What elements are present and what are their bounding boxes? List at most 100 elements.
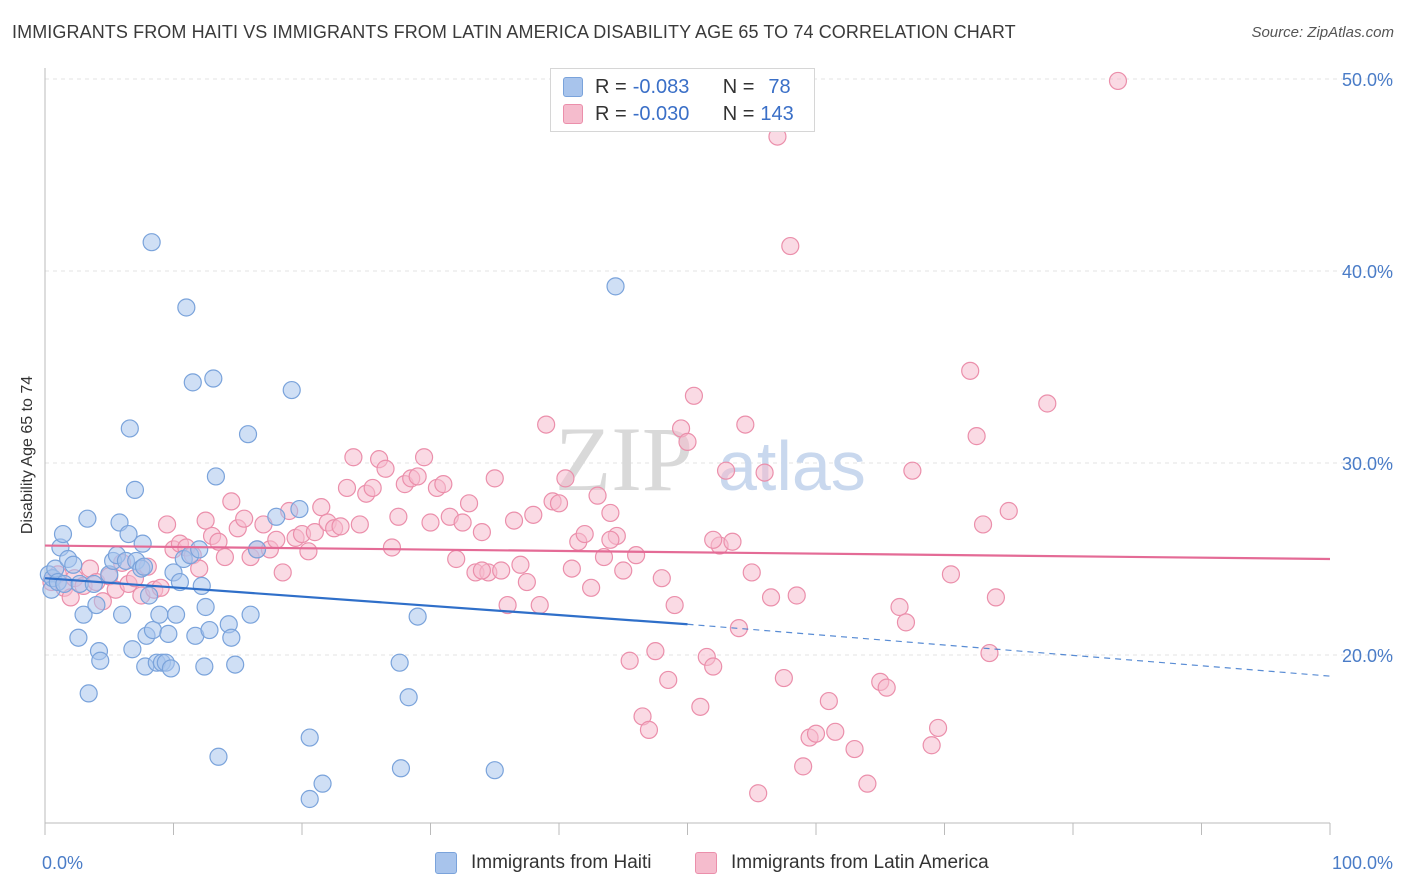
point-latin-america xyxy=(794,757,813,776)
point-latin-america xyxy=(575,524,594,544)
y-tick-label: 40.0% xyxy=(1342,262,1393,282)
point-latin-america xyxy=(485,469,504,488)
point-latin-america xyxy=(819,691,838,711)
point-latin-america xyxy=(678,432,697,451)
point-latin-america xyxy=(389,507,408,526)
point-haiti xyxy=(139,586,159,605)
point-haiti xyxy=(84,574,103,594)
trend-line-haiti xyxy=(44,577,688,626)
legend-label-haiti: Immigrants from Haiti xyxy=(471,852,652,873)
point-haiti xyxy=(290,499,309,519)
point-latin-america xyxy=(459,494,479,513)
point-latin-america xyxy=(511,555,530,574)
point-haiti xyxy=(390,653,409,672)
point-haiti xyxy=(87,595,106,615)
point-latin-america xyxy=(312,498,331,517)
point-latin-america xyxy=(267,530,286,549)
point-haiti xyxy=(125,480,145,499)
point-latin-america xyxy=(620,651,639,670)
point-latin-america xyxy=(549,494,569,513)
point-haiti xyxy=(238,425,258,444)
point-latin-america xyxy=(594,547,614,567)
legend-swatch-haiti xyxy=(435,852,457,874)
watermark-atlas: atlas xyxy=(718,427,866,505)
point-latin-america xyxy=(806,724,826,743)
point-latin-america xyxy=(472,523,491,542)
point-latin-america xyxy=(723,532,742,551)
point-latin-america xyxy=(716,461,736,480)
point-haiti xyxy=(222,628,241,647)
stats-swatch-latin-america xyxy=(563,104,583,124)
point-latin-america xyxy=(781,236,800,256)
point-haiti xyxy=(247,540,267,559)
point-latin-america xyxy=(331,517,350,536)
point-haiti xyxy=(408,607,427,626)
point-latin-america xyxy=(761,588,781,607)
n-value: 78 xyxy=(768,75,791,98)
point-haiti xyxy=(313,774,332,793)
point-latin-america xyxy=(492,561,511,580)
point-latin-america xyxy=(736,415,755,434)
stats-box: R = -0.083 N = 78 R = -0.030 N = 143 xyxy=(550,68,815,132)
point-latin-america xyxy=(826,722,845,741)
point-latin-america xyxy=(376,459,395,478)
point-latin-america xyxy=(337,478,357,498)
point-latin-america xyxy=(646,642,665,661)
point-latin-america xyxy=(684,386,704,405)
point-haiti xyxy=(142,233,161,252)
point-latin-america xyxy=(639,720,659,739)
point-latin-america xyxy=(787,586,806,605)
watermark-zip: ZIP xyxy=(555,408,693,510)
point-latin-america xyxy=(922,736,941,755)
point-latin-america xyxy=(299,542,318,561)
n-label: N = xyxy=(722,102,755,125)
r-value: -0.030 xyxy=(632,102,690,125)
point-haiti xyxy=(192,576,211,595)
tick-labels: 20.0% 30.0% 40.0% 50.0% 0.0% 100.0% xyxy=(42,70,1393,873)
point-latin-america xyxy=(774,668,793,688)
point-latin-america xyxy=(434,475,453,494)
source-label: Source: ZipAtlas.com xyxy=(1251,24,1394,41)
point-latin-america xyxy=(652,569,671,588)
point-haiti xyxy=(123,640,142,659)
point-haiti xyxy=(606,277,625,296)
point-latin-america xyxy=(973,515,993,534)
point-haiti xyxy=(241,605,260,624)
legend-item-latin-america[interactable]: Immigrants from Latin America xyxy=(695,852,989,874)
legend-item-haiti[interactable]: Immigrants from Haiti xyxy=(435,852,652,874)
data-points xyxy=(39,71,1128,809)
point-latin-america xyxy=(215,547,234,567)
point-haiti xyxy=(399,688,418,707)
grid-lines xyxy=(45,78,1395,656)
point-haiti xyxy=(74,605,93,624)
point-latin-america xyxy=(588,486,607,505)
point-latin-america xyxy=(858,774,877,793)
point-latin-america xyxy=(190,559,209,578)
point-latin-america xyxy=(999,501,1018,521)
point-haiti xyxy=(55,574,74,594)
point-haiti xyxy=(282,380,301,400)
point-haiti xyxy=(209,747,228,766)
point-latin-america xyxy=(614,561,633,580)
point-haiti xyxy=(300,728,319,747)
point-latin-america xyxy=(1108,71,1128,91)
legend: Immigrants from Haiti Immigrants from La… xyxy=(0,852,1406,880)
stats-row-latin-america: R = -0.030 N = 143 xyxy=(563,102,794,126)
y-tick-label: 20.0% xyxy=(1342,646,1393,666)
point-latin-america xyxy=(209,532,228,551)
point-latin-america xyxy=(877,678,896,697)
point-latin-america xyxy=(196,511,215,530)
point-haiti xyxy=(161,659,181,678)
point-haiti xyxy=(195,657,214,676)
point-haiti xyxy=(112,605,132,624)
point-latin-america xyxy=(537,415,556,434)
y-tick-label: 30.0% xyxy=(1342,454,1393,474)
point-latin-america xyxy=(749,784,768,803)
point-haiti xyxy=(300,789,319,809)
point-haiti xyxy=(267,507,286,526)
point-latin-america xyxy=(986,588,1006,607)
point-haiti xyxy=(200,620,219,640)
point-latin-america xyxy=(1038,394,1057,413)
point-latin-america xyxy=(704,657,723,676)
